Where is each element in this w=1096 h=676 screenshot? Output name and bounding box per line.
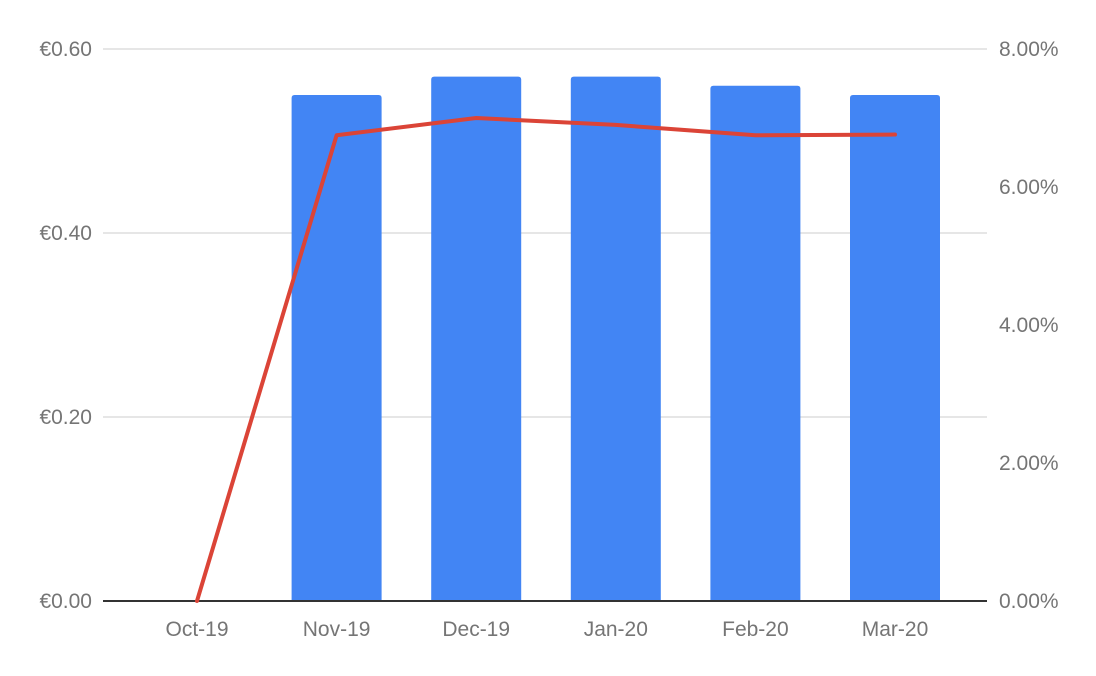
line-point: [615, 124, 617, 126]
right-tick-label: 2.00%: [999, 452, 1059, 475]
series-line: [195, 116, 897, 603]
x-axis-ticks: Oct-19 Nov-19 Dec-19 Jan-20 Feb-20 Mar-20: [165, 618, 928, 641]
left-axis-ticks: €0.00 €0.20 €0.40 €0.60: [39, 38, 92, 613]
line-series: [195, 116, 897, 603]
x-tick-label: Mar-20: [862, 618, 929, 641]
bar: [291, 95, 382, 601]
bar: [710, 85, 801, 602]
x-tick-label: Nov-19: [303, 618, 371, 641]
x-tick-label: Oct-19: [165, 618, 228, 641]
line-point: [336, 134, 338, 136]
x-tick-label: Feb-20: [722, 618, 789, 641]
left-tick-label: €0.60: [39, 38, 92, 61]
x-tick-label: Dec-19: [442, 618, 510, 641]
bar: [570, 76, 661, 602]
right-tick-label: 8.00%: [999, 38, 1059, 61]
bar: [431, 76, 522, 602]
line-point: [196, 600, 198, 602]
right-tick-label: 4.00%: [999, 314, 1059, 337]
line-point: [754, 134, 756, 136]
left-tick-label: €0.00: [39, 590, 92, 613]
right-tick-label: 0.00%: [999, 590, 1059, 613]
x-tick-label: Jan-20: [584, 618, 648, 641]
right-axis-ticks: 0.00% 2.00% 4.00% 6.00% 8.00%: [999, 38, 1059, 613]
bar: [850, 95, 940, 601]
bar-series: [291, 76, 940, 602]
left-tick-label: €0.20: [39, 406, 92, 429]
right-tick-label: 6.00%: [999, 176, 1059, 199]
left-tick-label: €0.40: [39, 222, 92, 245]
line-point: [894, 134, 896, 136]
line-point: [475, 117, 477, 119]
